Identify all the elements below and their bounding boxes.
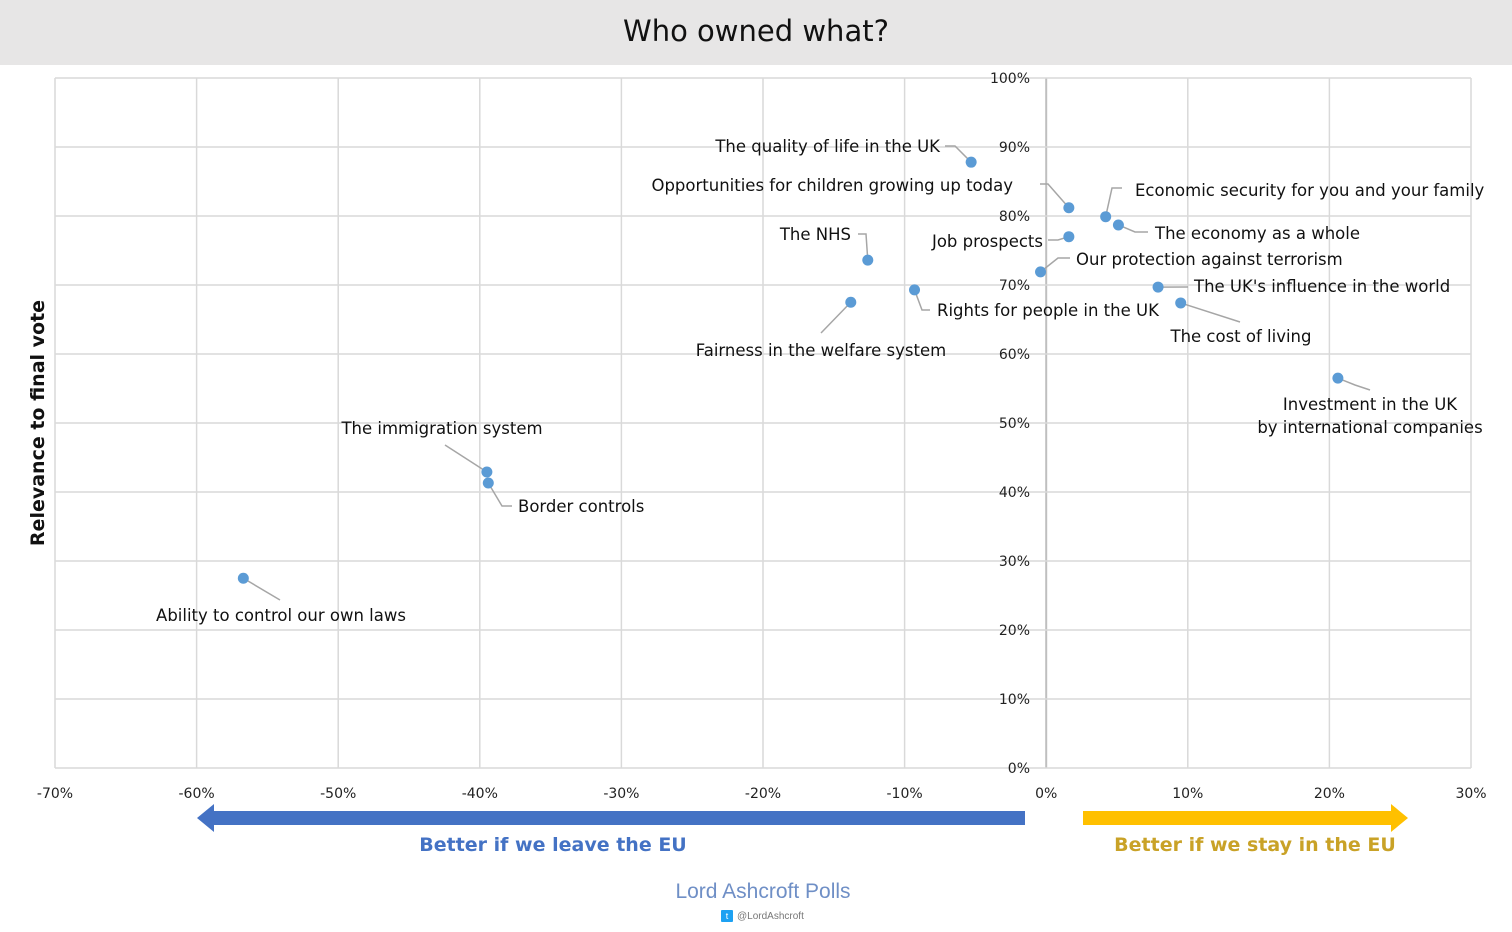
y-tick-label: 10% bbox=[999, 692, 1030, 708]
data-point bbox=[482, 477, 494, 489]
x-tick-label: 10% bbox=[1172, 786, 1203, 802]
x-tick-label: -10% bbox=[887, 786, 923, 802]
point-label: Fairness in the welfare system bbox=[696, 341, 946, 360]
point-label: Rights for people in the UK bbox=[937, 301, 1160, 320]
stay-arrow-shaft bbox=[1083, 811, 1393, 825]
leader-line bbox=[444, 444, 488, 473]
data-point bbox=[1063, 231, 1075, 243]
y-axis-label: Relevance to final vote bbox=[27, 299, 49, 547]
x-tick-label: -50% bbox=[320, 786, 356, 802]
x-tick-label: -70% bbox=[37, 786, 73, 802]
x-tick-label: -60% bbox=[179, 786, 215, 802]
data-point bbox=[1175, 297, 1187, 309]
data-point bbox=[481, 466, 493, 478]
x-tick-label: 0% bbox=[1035, 786, 1057, 802]
point-label: The UK's influence in the world bbox=[1193, 277, 1450, 296]
x-tick-label: 30% bbox=[1455, 786, 1486, 802]
point-label: Investment in the UK by international com… bbox=[1257, 395, 1482, 437]
leave-annotation: Better if we leave the EU bbox=[419, 834, 687, 856]
y-tick-label: 70% bbox=[999, 278, 1030, 294]
twitter-handle: t @LordAshcroft bbox=[721, 910, 804, 922]
leader-line bbox=[1118, 224, 1148, 233]
point-label: Our protection against terrorism bbox=[1076, 250, 1343, 269]
leader-line bbox=[1040, 257, 1070, 273]
data-point bbox=[1063, 202, 1075, 214]
data-point bbox=[909, 284, 921, 296]
data-point bbox=[845, 296, 857, 308]
x-tick-label: -20% bbox=[745, 786, 781, 802]
leader-line bbox=[913, 289, 930, 311]
data-point bbox=[1100, 211, 1112, 223]
leader-line bbox=[1180, 302, 1241, 323]
y-tick-label: 100% bbox=[990, 71, 1030, 87]
leader-line bbox=[858, 233, 869, 261]
point-label: Economic security for you and your famil… bbox=[1135, 181, 1485, 200]
y-tick-label: 80% bbox=[999, 209, 1030, 225]
y-tick-label: 0% bbox=[1008, 761, 1030, 777]
y-tick-label: 40% bbox=[999, 485, 1030, 501]
y-tick-label: 60% bbox=[999, 347, 1030, 363]
handle-text: @LordAshcroft bbox=[737, 910, 804, 922]
leader-line bbox=[1337, 377, 1371, 391]
x-tick-label: 20% bbox=[1314, 786, 1345, 802]
y-tick-label: 50% bbox=[999, 416, 1030, 432]
point-label: The NHS bbox=[779, 225, 851, 244]
data-point bbox=[1112, 219, 1124, 231]
leave-arrow-head bbox=[197, 804, 214, 832]
leader-line bbox=[487, 482, 512, 507]
y-tick-label: 30% bbox=[999, 554, 1030, 570]
x-tick-label: -40% bbox=[462, 786, 498, 802]
data-point bbox=[965, 156, 977, 168]
point-label: Job prospects bbox=[931, 232, 1043, 251]
y-tick-label: 90% bbox=[999, 140, 1030, 156]
point-label: The cost of living bbox=[1169, 327, 1311, 346]
point-label: The immigration system bbox=[340, 419, 542, 438]
stay-annotation: Better if we stay in the EU bbox=[1114, 834, 1396, 856]
leader-line bbox=[820, 301, 852, 334]
title-bar bbox=[0, 0, 1512, 65]
chart-title: Who owned what? bbox=[623, 14, 889, 48]
point-label: The economy as a whole bbox=[1154, 224, 1360, 243]
point-label: Opportunities for children growing up to… bbox=[651, 176, 1013, 195]
data-point bbox=[1332, 372, 1344, 384]
y-tick-label: 20% bbox=[999, 623, 1030, 639]
leader-line bbox=[945, 145, 972, 163]
leave-arrow-shaft bbox=[212, 811, 1025, 825]
leader-line bbox=[242, 577, 281, 601]
x-tick-label: -30% bbox=[603, 786, 639, 802]
brand-name: Lord Ashcroft Polls bbox=[675, 880, 851, 903]
leader-line bbox=[1040, 183, 1070, 209]
point-label: Ability to control our own laws bbox=[156, 606, 406, 625]
data-point bbox=[862, 254, 874, 266]
leader-line bbox=[1104, 187, 1122, 217]
data-point bbox=[1152, 281, 1164, 293]
twitter-icon: t bbox=[721, 910, 733, 922]
stay-arrow-head bbox=[1391, 804, 1408, 832]
point-label: The quality of life in the UK bbox=[714, 137, 941, 156]
data-point bbox=[237, 572, 249, 584]
data-point bbox=[1035, 266, 1047, 278]
point-label: Border controls bbox=[518, 497, 644, 516]
